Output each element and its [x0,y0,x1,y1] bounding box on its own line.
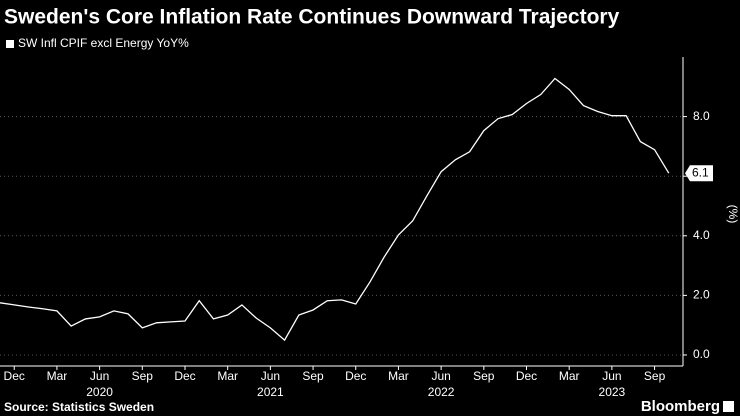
x-tick-label: Jun [90,369,109,383]
x-tick-label: Sep [473,369,495,383]
x-tick-label: Jun [261,369,280,383]
line [0,77,670,342]
x-tick-label: Sep [132,369,154,383]
last-value-box [685,165,713,182]
x-tick-label: Jun [431,369,450,383]
last-value-label: 6.1 [692,165,709,179]
y-axis-label: (%) [726,205,740,224]
x-tick-label: Mar [47,369,68,383]
x-group-label: 2022 [428,385,455,399]
chart-title: Sweden's Core Inflation Rate Continues D… [4,6,620,29]
x-tick-label: Jun [602,369,621,383]
y-tick-label: 2.0 [693,288,710,302]
x-tick-label: Mar [217,369,238,383]
x-tick-label: Sep [302,369,324,383]
x-group-label: 2023 [599,385,626,399]
legend-label: SW Infl CPIF excl Energy YoY% [18,36,189,50]
x-group-label: 2020 [86,385,113,399]
x-tick-label: Dec [345,369,366,383]
x-tick-label: Dec [4,369,25,383]
x-group-label: 2021 [257,385,284,399]
brand-icon [723,401,734,412]
x-tick-label: Sep [644,369,666,383]
x-tick-label: Mar [388,369,409,383]
source: Source: Statistics Sweden [4,400,154,414]
y-tick-label: 8.0 [693,109,710,123]
y-tick-label: 0.0 [693,347,710,361]
legend-swatch [6,40,14,48]
x-tick-label: Mar [559,369,580,383]
x-tick-label: Dec [174,369,195,383]
brand: Bloomberg [641,398,720,415]
x-tick-label: Dec [516,369,537,383]
y-tick-label: 4.0 [693,228,710,242]
